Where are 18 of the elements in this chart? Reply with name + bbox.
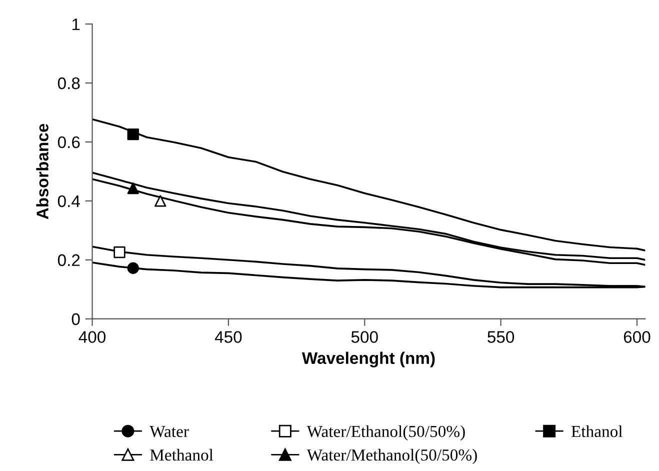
x-tick-label: 600 [624, 331, 650, 343]
legend-label: Water/Methanol(50/50%) [306, 448, 477, 464]
y-tick-label: 1 [72, 18, 80, 30]
y-tick-label: 0.2 [58, 254, 80, 266]
legend-label: Water [150, 426, 189, 438]
x-tick-label: 500 [351, 331, 378, 343]
x-tick-label: 400 [78, 331, 106, 343]
legend-label: Water/Ethanol(50/50%) [306, 425, 465, 440]
x-tick-label: 450 [214, 331, 242, 343]
y-tick-label: 0.4 [58, 195, 80, 208]
y-axis-title: Absorbance [36, 124, 48, 220]
y-tick-label: 0.8 [58, 77, 80, 90]
x-tick-label: 550 [488, 331, 514, 343]
legend-label: Ethanol [571, 425, 622, 438]
legend-label: Methanol [150, 448, 214, 461]
x-axis-title: Wavelenght (nm) [302, 352, 435, 368]
y-tick-label: 0 [72, 313, 80, 326]
y-tick-label: 0.6 [58, 136, 80, 148]
